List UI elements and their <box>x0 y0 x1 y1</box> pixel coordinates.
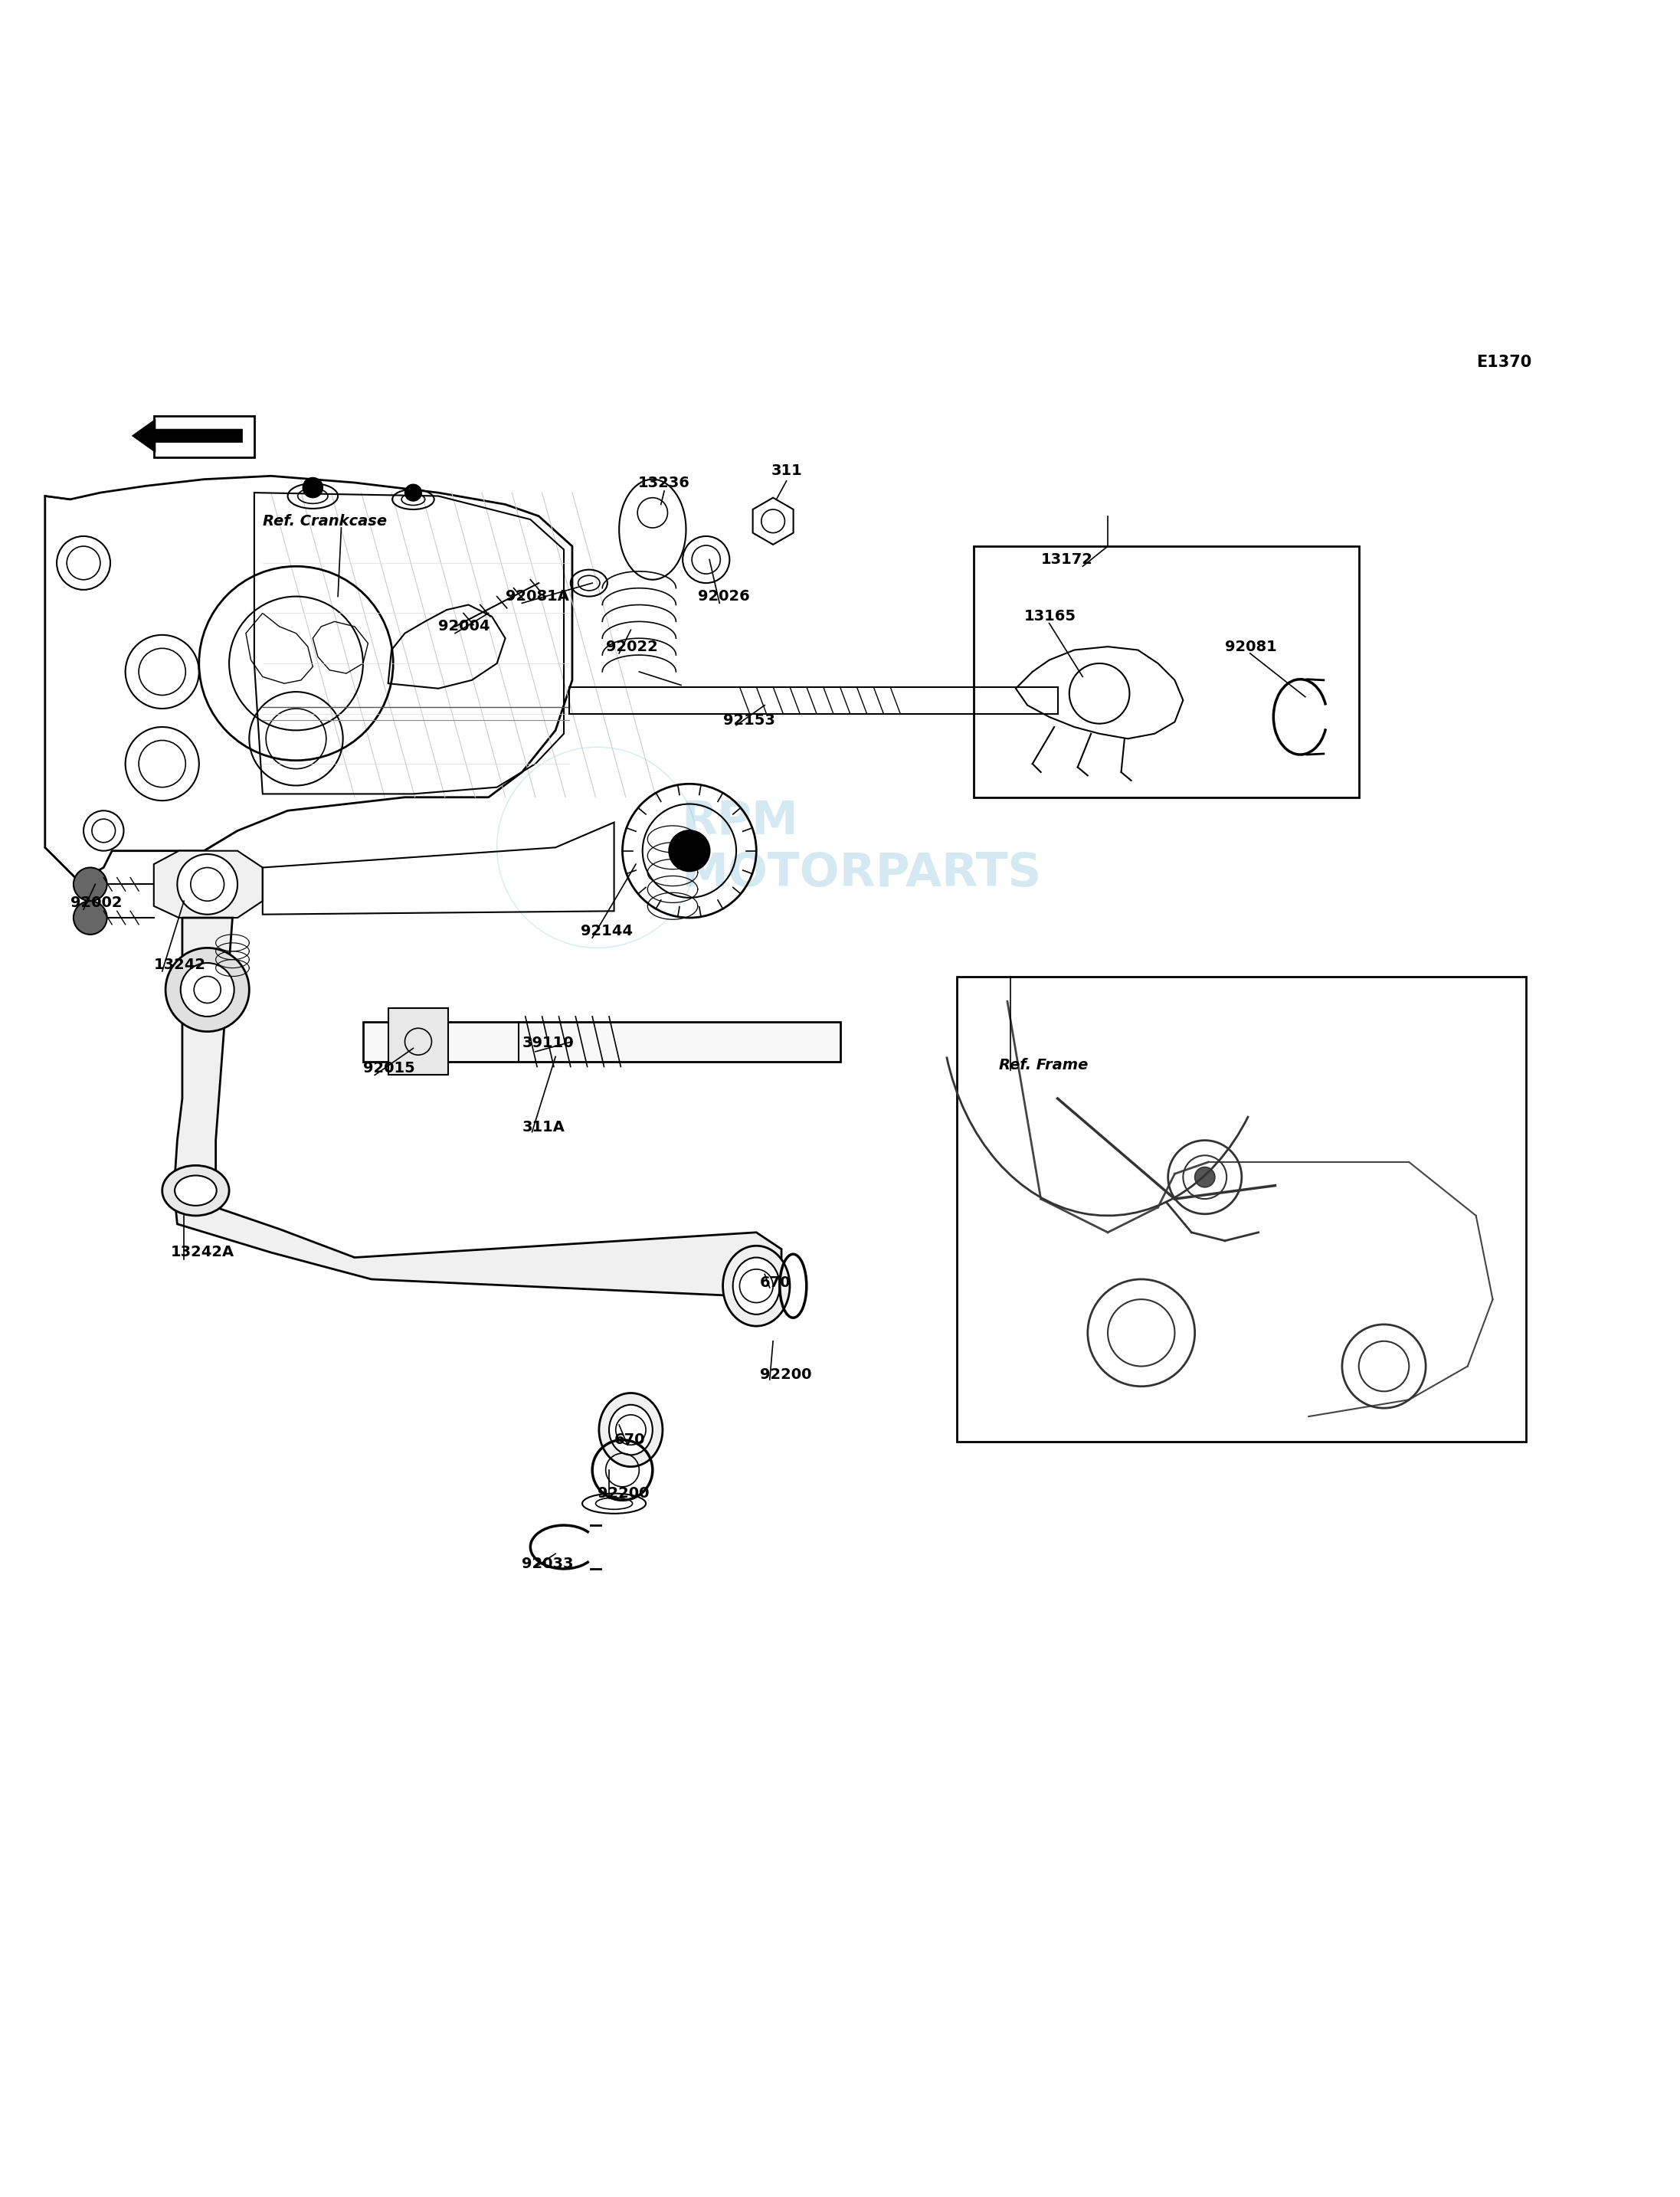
Text: 92002: 92002 <box>71 896 123 910</box>
Text: 670: 670 <box>615 1432 645 1448</box>
Text: 92200: 92200 <box>759 1367 811 1382</box>
Polygon shape <box>175 918 781 1296</box>
Ellipse shape <box>732 1257 780 1314</box>
Text: FRONT: FRONT <box>183 431 225 442</box>
Text: 92200: 92200 <box>598 1485 648 1501</box>
Text: 92081: 92081 <box>1225 639 1277 655</box>
Text: Ref. Frame: Ref. Frame <box>1000 1057 1089 1072</box>
Ellipse shape <box>600 1393 662 1468</box>
Bar <box>155 415 254 457</box>
Text: 13236: 13236 <box>638 475 690 490</box>
Text: 92015: 92015 <box>363 1061 415 1077</box>
Circle shape <box>74 868 108 901</box>
Ellipse shape <box>610 1404 652 1454</box>
Text: 13165: 13165 <box>1025 609 1077 624</box>
Text: 13172: 13172 <box>1042 551 1092 567</box>
Text: 92026: 92026 <box>697 589 749 604</box>
Bar <box>974 547 1359 798</box>
Text: Ref. Crankcase: Ref. Crankcase <box>262 514 386 529</box>
Circle shape <box>180 962 234 1017</box>
Text: 670: 670 <box>759 1274 791 1290</box>
Bar <box>958 975 1525 1441</box>
Circle shape <box>302 477 323 499</box>
Text: RPM
MOTORPARTS: RPM MOTORPARTS <box>680 800 1042 896</box>
Ellipse shape <box>163 1164 228 1215</box>
Text: E1370: E1370 <box>1477 354 1532 369</box>
Text: 311A: 311A <box>522 1120 564 1134</box>
Circle shape <box>1194 1167 1215 1186</box>
Text: 92081A: 92081A <box>506 589 570 604</box>
Text: 13242: 13242 <box>155 958 207 971</box>
Bar <box>363 1022 840 1061</box>
Text: 92153: 92153 <box>722 714 774 727</box>
Text: 39110: 39110 <box>522 1037 575 1050</box>
Bar <box>388 1008 449 1074</box>
Text: 92004: 92004 <box>438 620 491 635</box>
Circle shape <box>166 947 249 1033</box>
Circle shape <box>178 855 237 914</box>
Text: 92022: 92022 <box>606 639 657 655</box>
Circle shape <box>669 830 709 870</box>
Circle shape <box>405 483 422 501</box>
Circle shape <box>74 901 108 934</box>
Ellipse shape <box>175 1175 217 1206</box>
Text: 311: 311 <box>771 464 801 479</box>
Ellipse shape <box>722 1246 790 1327</box>
Text: 92033: 92033 <box>522 1555 575 1571</box>
Text: 13242A: 13242A <box>171 1246 234 1259</box>
Polygon shape <box>45 477 573 881</box>
Polygon shape <box>133 420 242 453</box>
Polygon shape <box>155 850 262 918</box>
Text: 92144: 92144 <box>581 925 633 938</box>
